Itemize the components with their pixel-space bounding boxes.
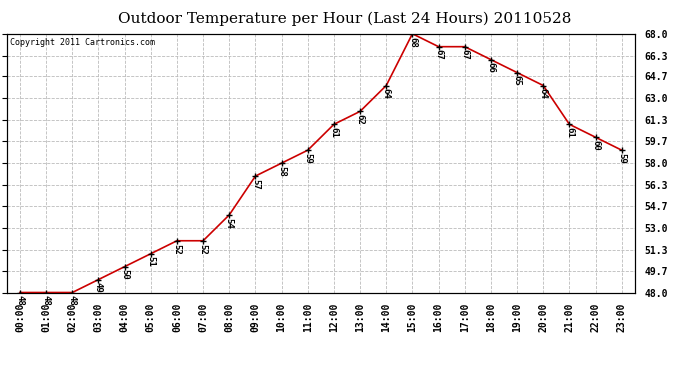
Text: 62: 62	[355, 114, 364, 125]
Text: 67: 67	[460, 50, 469, 60]
Text: 50: 50	[120, 269, 129, 280]
Text: 66: 66	[486, 62, 495, 73]
Text: 64: 64	[539, 88, 548, 99]
Text: 52: 52	[172, 243, 181, 254]
Text: 68: 68	[408, 36, 417, 47]
Text: 48: 48	[15, 295, 24, 306]
Text: 51: 51	[146, 256, 155, 267]
Text: 54: 54	[225, 217, 234, 228]
Text: Copyright 2011 Cartronics.com: Copyright 2011 Cartronics.com	[10, 38, 155, 46]
Text: 59: 59	[304, 153, 313, 164]
Text: 48: 48	[41, 295, 50, 306]
Text: 48: 48	[68, 295, 77, 306]
Text: 49: 49	[94, 282, 103, 293]
Text: 61: 61	[565, 127, 574, 138]
Text: 64: 64	[382, 88, 391, 99]
Text: 52: 52	[199, 243, 208, 254]
Text: 59: 59	[618, 153, 627, 164]
Text: 65: 65	[513, 75, 522, 86]
Text: 58: 58	[277, 166, 286, 177]
Text: 60: 60	[591, 140, 600, 151]
Text: 57: 57	[251, 179, 260, 190]
Text: Outdoor Temperature per Hour (Last 24 Hours) 20110528: Outdoor Temperature per Hour (Last 24 Ho…	[118, 11, 572, 26]
Text: 67: 67	[434, 50, 443, 60]
Text: 61: 61	[329, 127, 338, 138]
